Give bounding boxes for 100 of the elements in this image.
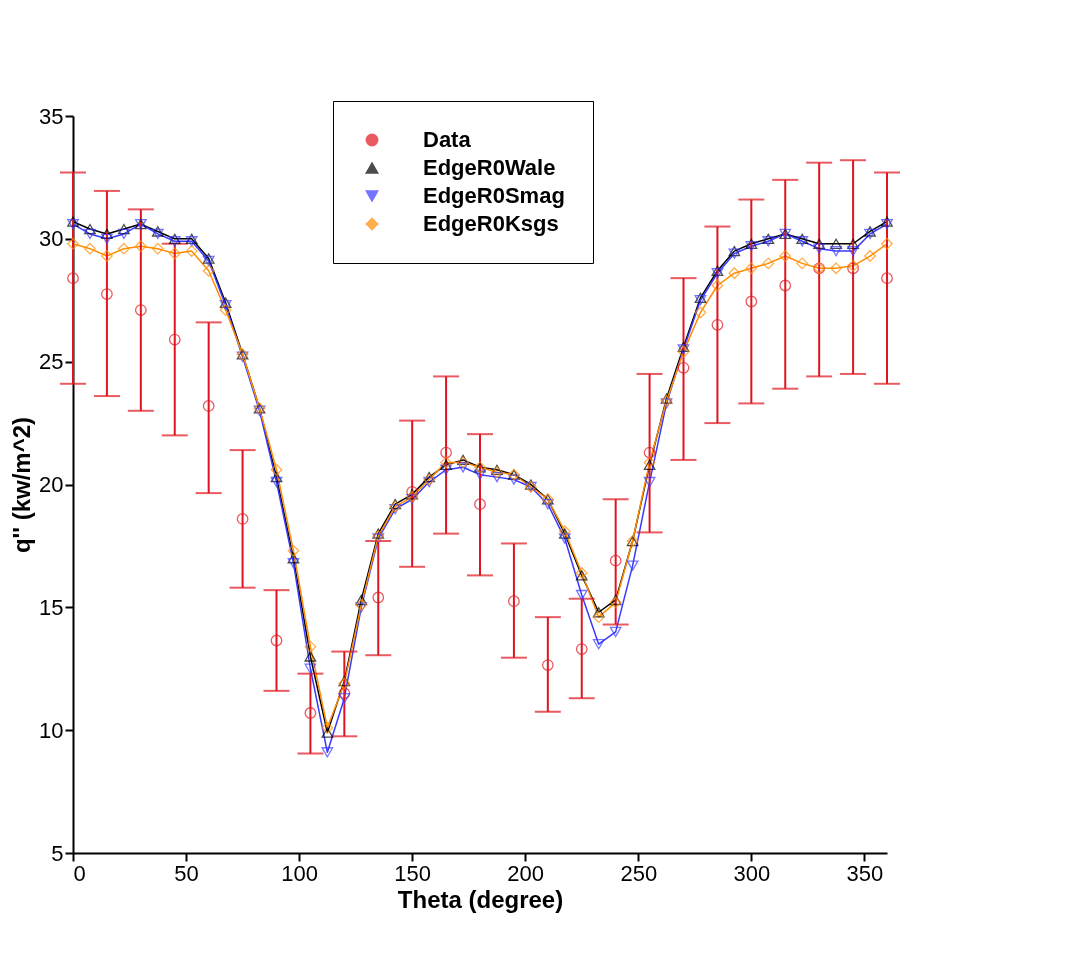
y-tick-label: 10 bbox=[39, 717, 64, 743]
x-tick-label: 250 bbox=[620, 860, 658, 886]
legend-label: Data bbox=[423, 127, 472, 152]
point bbox=[287, 557, 300, 569]
point bbox=[202, 264, 215, 277]
point bbox=[287, 553, 300, 564]
point bbox=[779, 279, 792, 292]
point bbox=[270, 463, 283, 476]
legend-label: EdgeR0Wale bbox=[423, 155, 556, 180]
point bbox=[541, 659, 554, 671]
legend-label: EdgeR0Smag bbox=[423, 183, 565, 208]
point bbox=[779, 250, 792, 262]
point bbox=[643, 476, 656, 488]
point bbox=[830, 262, 843, 275]
point bbox=[321, 727, 334, 738]
point bbox=[592, 607, 605, 618]
point bbox=[219, 304, 232, 316]
point bbox=[406, 494, 419, 505]
point bbox=[796, 257, 809, 270]
y-tick-label: 25 bbox=[39, 349, 64, 375]
point bbox=[67, 272, 79, 285]
point bbox=[304, 707, 317, 719]
point bbox=[508, 474, 520, 485]
point bbox=[592, 638, 605, 650]
point bbox=[728, 267, 741, 280]
point bbox=[67, 237, 79, 250]
point bbox=[864, 250, 876, 262]
x-tick-label: 50 bbox=[174, 860, 199, 886]
point bbox=[270, 471, 283, 483]
point bbox=[609, 554, 622, 567]
point bbox=[270, 476, 283, 488]
point bbox=[101, 233, 113, 245]
y-tick-label: 35 bbox=[39, 103, 64, 129]
point bbox=[84, 223, 96, 235]
x-tick-label: 350 bbox=[846, 860, 884, 886]
point bbox=[881, 272, 893, 285]
point bbox=[491, 464, 503, 475]
point bbox=[592, 611, 605, 624]
point bbox=[508, 595, 520, 608]
point bbox=[338, 693, 351, 704]
point bbox=[117, 242, 130, 255]
point bbox=[440, 464, 452, 475]
point bbox=[830, 245, 843, 257]
point bbox=[626, 560, 639, 571]
point bbox=[287, 544, 300, 557]
point bbox=[84, 242, 96, 255]
legend-label: EdgeR0Ksgs bbox=[423, 211, 559, 236]
point bbox=[355, 594, 368, 606]
point bbox=[745, 295, 758, 308]
point bbox=[355, 602, 368, 613]
point bbox=[117, 228, 130, 240]
point bbox=[168, 333, 181, 346]
point bbox=[372, 591, 385, 604]
x-tick-label: 100 bbox=[281, 860, 318, 886]
point bbox=[575, 589, 588, 601]
point bbox=[847, 238, 859, 249]
point bbox=[117, 223, 130, 235]
point bbox=[440, 446, 452, 459]
point bbox=[694, 306, 707, 319]
point bbox=[355, 598, 368, 611]
point bbox=[881, 237, 893, 250]
point bbox=[236, 513, 249, 525]
point bbox=[338, 687, 351, 700]
point bbox=[711, 318, 724, 331]
point bbox=[677, 361, 690, 374]
point bbox=[474, 469, 486, 480]
point bbox=[813, 243, 826, 254]
x-axis-title: Theta (degree) bbox=[397, 885, 564, 913]
point bbox=[84, 228, 96, 240]
point bbox=[745, 262, 758, 275]
point bbox=[609, 626, 622, 638]
y-tick-label: 15 bbox=[39, 594, 64, 620]
point bbox=[575, 643, 588, 655]
point bbox=[270, 634, 283, 647]
point bbox=[830, 238, 843, 249]
x-tick-label: 0 bbox=[73, 860, 86, 886]
y-axis-title: q'' (kw/m^2) bbox=[8, 416, 36, 554]
point bbox=[643, 446, 656, 459]
point bbox=[321, 721, 334, 734]
point bbox=[101, 250, 113, 262]
point bbox=[168, 247, 181, 260]
point bbox=[134, 240, 147, 253]
point bbox=[558, 533, 571, 544]
point bbox=[185, 245, 198, 258]
point bbox=[813, 238, 826, 249]
point bbox=[321, 747, 334, 758]
point bbox=[711, 279, 724, 292]
y-tick-label: 5 bbox=[51, 840, 64, 866]
x-tick-label: 150 bbox=[394, 860, 432, 886]
point bbox=[304, 663, 317, 674]
point bbox=[304, 640, 317, 653]
point bbox=[457, 462, 469, 473]
x-tick-label: 200 bbox=[507, 860, 545, 886]
point bbox=[491, 471, 503, 483]
point bbox=[101, 288, 113, 300]
point bbox=[134, 304, 147, 316]
point bbox=[847, 245, 859, 257]
y-tick-label: 30 bbox=[39, 226, 64, 252]
point bbox=[101, 228, 113, 240]
point bbox=[474, 498, 486, 511]
